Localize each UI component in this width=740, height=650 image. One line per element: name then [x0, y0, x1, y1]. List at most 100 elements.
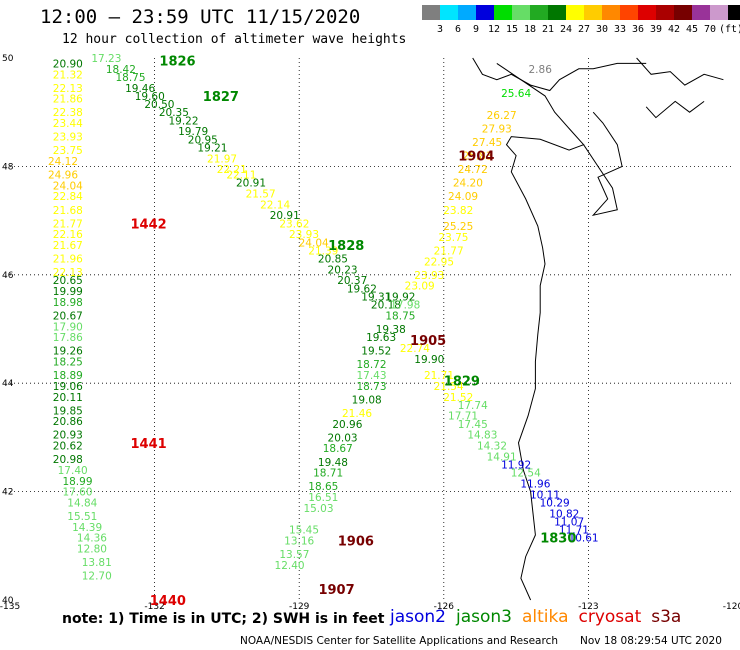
legend-label: 21	[541, 24, 555, 35]
wave-value: 19.79	[178, 126, 208, 138]
wave-value: 21.46	[342, 408, 372, 420]
coast-segment	[636, 57, 724, 86]
wave-value: 19.46	[125, 83, 155, 95]
satellite-s3a: s3a	[651, 607, 682, 627]
pass-label: 1906	[338, 534, 374, 549]
wave-value: 14.39	[72, 522, 102, 534]
coast-segment	[496, 62, 585, 601]
wave-value: 21.67	[53, 240, 83, 252]
wave-value: 23.82	[443, 205, 473, 217]
wave-value: 21.97	[207, 153, 237, 165]
satellite-jason2: jason2	[390, 607, 446, 627]
wave-value: 22.84	[53, 191, 83, 203]
wave-value: 20.91	[270, 210, 300, 222]
legend-label: 70	[703, 24, 717, 35]
wave-value: 10.61	[569, 533, 599, 545]
wave-value: 17.71	[448, 411, 478, 423]
wave-value: 21.68	[53, 205, 83, 217]
wave-value: 19.90	[414, 354, 444, 366]
pass-label: 1826	[159, 55, 195, 70]
wave-value: 19.06	[53, 381, 83, 393]
wave-value: 18.25	[53, 357, 83, 369]
wave-value: 18.89	[53, 370, 83, 382]
lon-label: -132	[144, 602, 164, 612]
legend-swatch	[602, 5, 620, 20]
lat-label: 46	[2, 271, 14, 281]
wave-value: 19.48	[318, 457, 348, 469]
wave-value: 14.91	[487, 451, 517, 463]
wave-value: 23.75	[438, 232, 468, 244]
wave-value: 20.11	[53, 392, 83, 404]
wave-value: 24.12	[48, 156, 78, 168]
wave-value: 18.71	[313, 468, 343, 480]
wave-value: 17.74	[458, 400, 488, 412]
wave-value: 25.25	[443, 221, 473, 233]
wave-value: 19.08	[352, 394, 382, 406]
legend-swatch	[620, 5, 638, 20]
longitude-labels: -135 -132 -129 -126 -123 -120	[0, 602, 740, 612]
wave-value: 24.20	[453, 178, 483, 190]
wave-value: 20.03	[328, 432, 358, 444]
wave-value: 18.65	[308, 481, 338, 493]
wave-value: 17.86	[53, 332, 83, 344]
wave-value: 19.22	[168, 115, 198, 127]
wave-value: 17.43	[356, 370, 386, 382]
legend-swatch	[494, 5, 512, 20]
wave-value: 19.31	[361, 291, 391, 303]
wave-value: 14.36	[77, 533, 107, 545]
pass-label: 1829	[444, 374, 480, 389]
wave-value: 21.57	[246, 189, 276, 201]
wave-value: 13.57	[279, 549, 309, 561]
wave-value: 21.52	[443, 392, 473, 404]
legend-swatch	[656, 5, 674, 20]
legend-label: 15	[505, 24, 519, 35]
wave-value: 17.23	[91, 53, 121, 65]
legend-swatch	[530, 5, 548, 20]
legend-label: 3	[436, 24, 444, 35]
pass-label: 1827	[203, 90, 239, 105]
satellite-legend: jason2 jason3 altika cryosat s3a	[390, 607, 691, 627]
satellite-jason3: jason3	[456, 607, 512, 627]
wave-value: 17.60	[62, 487, 92, 499]
wave-value: 20.65	[53, 275, 83, 287]
lon-label: -135	[0, 602, 20, 612]
wave-value: 19.21	[197, 142, 227, 154]
wave-value: 21.39	[308, 245, 338, 257]
wave-value: 20.98	[53, 454, 83, 466]
note-text: note: 1) Time is in UTC; 2) SWH is in fe…	[62, 611, 385, 627]
wave-value: 22.13	[53, 267, 83, 279]
wave-value: 11.71	[559, 525, 589, 537]
legend-label: 6	[454, 24, 462, 35]
wave-value: 23.93	[289, 229, 319, 241]
wave-value: 15.45	[289, 525, 319, 537]
wave-value: 19.63	[366, 332, 396, 344]
wave-value: 19.92	[385, 291, 415, 303]
wave-value: 18.98	[53, 297, 83, 309]
wave-value: 23.09	[405, 281, 435, 293]
wave-value: 20.35	[159, 107, 189, 119]
wave-value: 10.82	[549, 508, 579, 520]
wave-value: 21.96	[53, 254, 83, 266]
legend-label: 39	[649, 24, 663, 35]
wave-value: 17.40	[58, 465, 88, 477]
footer-timestamp: Nov 18 08:29:54 UTC 2020	[580, 635, 722, 647]
wave-value: 23.93	[53, 132, 83, 144]
wave-value: 20.90	[53, 58, 83, 70]
wave-value: 20.23	[328, 264, 358, 276]
pass-label: 1830	[540, 532, 576, 547]
lat-label: 42	[2, 488, 13, 498]
legend-swatch	[638, 5, 656, 20]
legend-label: 42	[667, 24, 681, 35]
wave-value: 18.67	[323, 443, 353, 455]
satellite-cryosat: cryosat	[578, 607, 642, 627]
wave-value: 10.29	[540, 497, 570, 509]
wave-value: 24.04	[53, 180, 83, 192]
legend-label: 30	[595, 24, 609, 35]
wave-value: 15.51	[67, 511, 97, 523]
wave-value: 19.26	[53, 346, 83, 358]
legend-swatch	[728, 5, 740, 20]
map-subtitle: 12 hour collection of altimeter wave hei…	[62, 32, 407, 47]
wave-value: 21.71	[424, 370, 454, 382]
wave-value: 22.21	[217, 164, 247, 176]
